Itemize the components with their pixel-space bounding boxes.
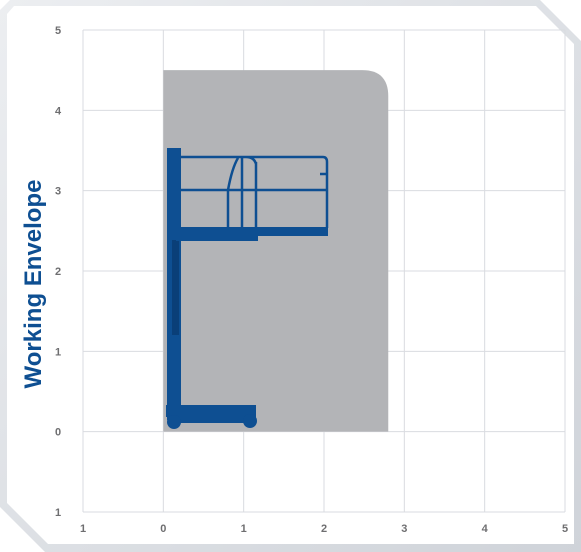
working-envelope-area	[163, 70, 389, 432]
x-tick-label: 3	[401, 523, 407, 535]
platform-step	[176, 235, 258, 241]
y-tick-label: 1	[55, 346, 61, 358]
x-tick-label: 5	[562, 523, 568, 535]
y-tick-label: 4	[55, 105, 62, 117]
chassis	[166, 405, 256, 417]
chart-title: Working Envelope	[20, 180, 47, 389]
lift-machine-illustration	[166, 148, 329, 429]
y-tick-label: 0	[55, 427, 61, 439]
x-tick-label: 2	[321, 523, 327, 535]
rear-wheel	[167, 415, 181, 429]
x-tick-label: 1	[241, 523, 247, 535]
chassis-lower	[168, 415, 256, 423]
y-tick-label: 3	[55, 186, 61, 198]
platform-floor	[176, 227, 328, 236]
mast-inner	[172, 240, 179, 335]
x-axis-ticks: 1 0 1 2 3 4 5	[80, 523, 568, 535]
x-tick-label: 1	[80, 523, 86, 535]
y-tick-label: 1	[55, 507, 61, 519]
x-tick-label: 0	[160, 523, 166, 535]
y-tick-label: 2	[55, 266, 61, 278]
guard-rail	[181, 155, 329, 228]
y-tick-label: 5	[55, 25, 61, 37]
y-axis-ticks: 5 4 3 2 1 0 1	[55, 25, 62, 519]
front-wheel	[243, 414, 257, 428]
x-tick-label: 4	[482, 523, 489, 535]
